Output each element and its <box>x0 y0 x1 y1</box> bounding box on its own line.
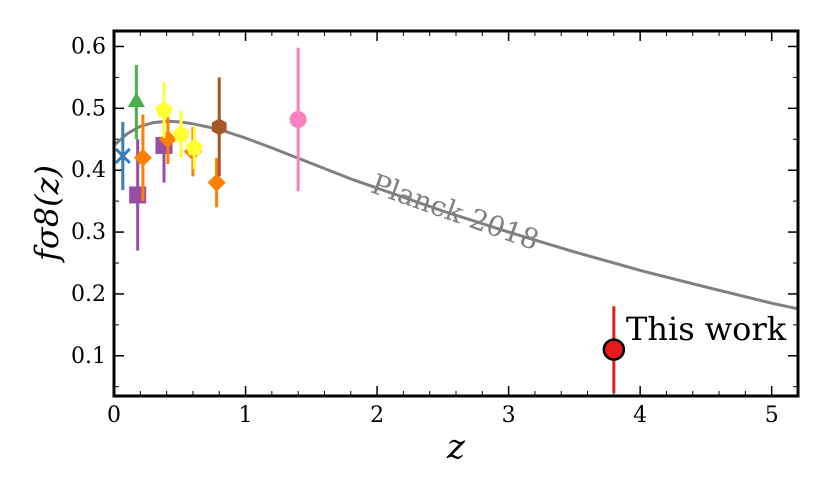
data-point-diamond <box>207 157 226 208</box>
x-axis-label: z <box>446 427 466 467</box>
data-point-circle <box>289 47 307 192</box>
y-axis-label: fσ8(z) <box>28 165 66 263</box>
data-point-triangle <box>127 65 145 140</box>
circle-marker <box>602 338 626 361</box>
data-point-diamond <box>133 114 152 202</box>
this-work-label: This work <box>626 310 787 348</box>
data-point-pentagon <box>185 126 203 169</box>
circle-marker <box>289 110 307 128</box>
data-point-pentagon <box>172 110 190 158</box>
data-point-hexagon <box>211 77 227 177</box>
x-tick-label: 3 <box>502 403 516 428</box>
diamond-marker <box>207 173 226 192</box>
data-point-circle <box>602 306 626 393</box>
y-tick-label: 0.1 <box>71 344 106 369</box>
model-curve-layer <box>113 119 799 311</box>
axis-ticks: 0 1 2 3 4 5 0.1 0.2 0.3 0.4 0.5 0.6 <box>71 31 799 428</box>
plot-frame <box>112 29 800 398</box>
diamond-marker <box>133 148 152 167</box>
y-tick-label: 0.3 <box>71 220 106 245</box>
pentagon-marker <box>185 138 203 156</box>
x-tick-label: 5 <box>765 403 779 428</box>
data-point-x <box>114 121 131 190</box>
x-tick-label: 1 <box>239 403 253 428</box>
y-tick-label: 0.4 <box>71 158 106 183</box>
x-marker <box>114 147 131 165</box>
planck-curve-label: Planck 2018 <box>367 167 543 257</box>
pentagon-marker <box>172 125 190 142</box>
y-tick-label: 0.6 <box>71 34 106 59</box>
x-tick-label: 0 <box>107 403 121 428</box>
data-point-pentagon <box>155 82 173 139</box>
hexagon-marker <box>211 118 227 136</box>
triangle-marker <box>127 92 145 108</box>
x-tick-label: 2 <box>370 403 384 428</box>
pentagon-marker <box>155 101 173 118</box>
y-tick-label: 0.5 <box>71 96 106 121</box>
data-points-layer <box>114 47 626 393</box>
y-tick-label: 0.2 <box>71 282 106 307</box>
planck-curve-line <box>113 119 799 311</box>
x-tick-label: 4 <box>633 403 647 428</box>
